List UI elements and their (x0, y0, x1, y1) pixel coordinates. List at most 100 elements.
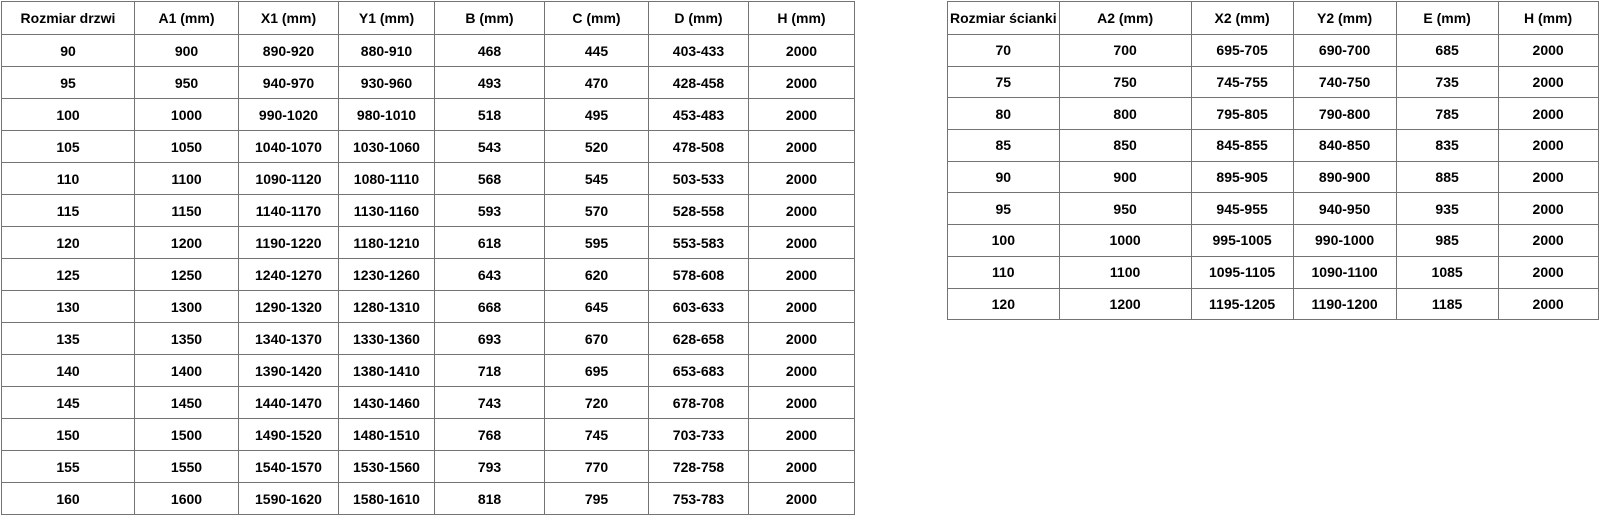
table-cell: 493 (434, 66, 545, 99)
table-cell: 693 (434, 322, 545, 355)
table-cell: 1190-1200 (1292, 287, 1397, 321)
table-cell: 740-750 (1292, 65, 1397, 99)
table-cell: 578-608 (648, 258, 749, 291)
table-row: 95 950 945-955 940-950 935 2000 (947, 192, 1599, 226)
table-cell: 1280-1310 (338, 290, 435, 323)
table-cell: 1540-1570 (238, 450, 339, 483)
table-cell: 990-1000 (1292, 224, 1397, 257)
table-cell: 653-683 (648, 354, 749, 387)
table-cell: 2000 (748, 98, 855, 131)
table-cell: 1450 (134, 386, 239, 419)
column-header: C (mm) (544, 1, 649, 35)
table-cell: 2000 (748, 386, 855, 419)
table-cell: 770 (544, 450, 649, 483)
table-cell: 885 (1395, 160, 1499, 194)
table-cell: 75 (947, 65, 1060, 99)
table-cell: 793 (434, 450, 545, 483)
table-cell: 785 (1395, 97, 1499, 131)
table-cell: 668 (434, 290, 545, 323)
table-cell: 995-1005 (1190, 224, 1294, 257)
table-row: 110 1100 1095-1105 1090-1100 1085 2000 (947, 255, 1599, 289)
table-cell: 2000 (1497, 255, 1599, 289)
table-cell: 105 (1, 130, 135, 163)
table-cell: 453-483 (648, 98, 749, 131)
table-cell: 528-558 (648, 194, 749, 227)
table-cell: 2000 (748, 354, 855, 387)
table-cell: 468 (434, 34, 545, 67)
table-cell: 718 (434, 354, 545, 387)
table-cell: 403-433 (648, 34, 749, 67)
table-cell: 2000 (1497, 160, 1599, 194)
table-row: 90 900 890-920 880-910 468 445 403-433 2000 (1, 34, 855, 67)
table-cell: 125 (1, 258, 135, 291)
table-row: 155 1550 1540-1570 1530-1560 793 770 728-758 20… (1, 450, 855, 483)
table-cell: 745 (544, 418, 649, 451)
wall-table-header: Rozmiar ścianki A2 (mm) X2 (mm) Y2 (mm) E (m… (947, 1, 1599, 35)
table-cell: 1180-1210 (338, 226, 435, 259)
table-cell: 1380-1410 (338, 354, 435, 387)
column-header: A2 (mm) (1058, 1, 1192, 35)
table-cell: 790-800 (1292, 97, 1397, 131)
column-header: X2 (mm) (1190, 1, 1294, 35)
table-cell: 890-920 (238, 34, 339, 67)
table-cell: 1050 (134, 130, 239, 163)
table-row: 90 900 895-905 890-900 885 2000 (947, 160, 1599, 194)
table-cell: 1140-1170 (238, 194, 339, 227)
table-cell: 2000 (748, 450, 855, 483)
table-cell: 795 (544, 482, 649, 515)
table-cell: 155 (1, 450, 135, 483)
table-cell: 160 (1, 482, 135, 515)
table-cell: 2000 (1497, 287, 1599, 321)
table-cell: 1400 (134, 354, 239, 387)
table-cell: 520 (544, 130, 649, 163)
table-cell: 2000 (748, 482, 855, 515)
table-cell: 670 (544, 322, 649, 355)
table-cell: 135 (1, 322, 135, 355)
table-cell: 1200 (134, 226, 239, 259)
table-cell: 1090-1120 (238, 162, 339, 195)
table-cell: 1300 (134, 290, 239, 323)
table-cell: 695 (544, 354, 649, 387)
table-row: 160 1600 1590-1620 1580-1610 818 795 753-783 20… (1, 482, 855, 515)
wall-sizes-header-row: Rozmiar ścianki A2 (mm) X2 (mm) Y2 (mm) E (m… (947, 1, 1599, 35)
table-cell: 145 (1, 386, 135, 419)
table-cell: 1030-1060 (338, 130, 435, 163)
table-cell: 940-950 (1292, 192, 1397, 226)
table-cell: 1440-1470 (238, 386, 339, 419)
wall-table-body: 70 700 695-705 690-700 685 2000 75 750 745-755 74… (947, 34, 1599, 321)
table-cell: 115 (1, 194, 135, 227)
table-cell: 543 (434, 130, 545, 163)
table-cell: 950 (134, 66, 239, 99)
table-cell: 990-1020 (238, 98, 339, 131)
table-cell: 2000 (748, 66, 855, 99)
table-row: 130 1300 1290-1320 1280-1310 668 645 603-633 20… (1, 290, 855, 323)
table-cell: 553-583 (648, 226, 749, 259)
table-row: 140 1400 1390-1420 1380-1410 718 695 653-683 20… (1, 354, 855, 387)
table-cell: 518 (434, 98, 545, 131)
table-row: 120 1200 1195-1205 1190-1200 1185 2000 (947, 287, 1599, 321)
column-header: H (mm) (748, 1, 855, 35)
table-cell: 120 (947, 287, 1060, 321)
table-cell: 1085 (1395, 255, 1499, 289)
table-cell: 900 (134, 34, 239, 67)
table-cell: 1150 (134, 194, 239, 227)
table-cell: 850 (1058, 129, 1192, 162)
table-cell: 700 (1058, 34, 1192, 67)
table-cell: 1190-1220 (238, 226, 339, 259)
table-cell: 1185 (1395, 287, 1499, 321)
table-cell: 470 (544, 66, 649, 99)
table-cell: 2000 (748, 34, 855, 67)
table-cell: 950 (1058, 192, 1192, 226)
table-cell: 695-705 (1190, 34, 1294, 67)
table-cell: 880-910 (338, 34, 435, 67)
table-cell: 1250 (134, 258, 239, 291)
table-cell: 1240-1270 (238, 258, 339, 291)
column-header: Y2 (mm) (1292, 1, 1397, 35)
table-cell: 1000 (134, 98, 239, 131)
table-cell: 445 (544, 34, 649, 67)
table-cell: 2000 (748, 418, 855, 451)
table-cell: 935 (1395, 192, 1499, 226)
table-cell: 1580-1610 (338, 482, 435, 515)
table-cell: 2000 (1497, 224, 1599, 257)
